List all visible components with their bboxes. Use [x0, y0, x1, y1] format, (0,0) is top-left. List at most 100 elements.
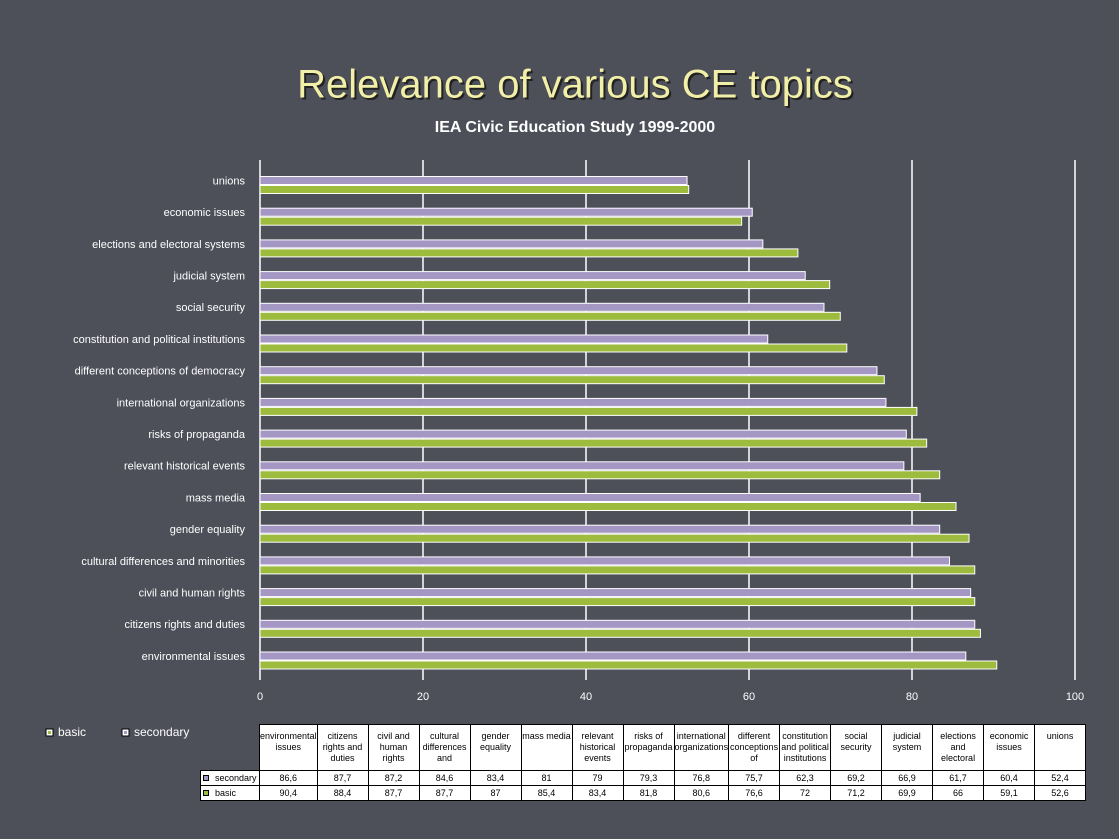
bar [259, 271, 806, 281]
table-row: secondary 86,6 87,7 87,2 84,6 83,4 81 79 79,3 76,… [200, 770, 1087, 786]
table-cell: 87,7 [316, 770, 369, 786]
bar [259, 311, 841, 321]
table-row-name: basic [215, 787, 237, 798]
y-tick-label: cultural differences and minorities [81, 556, 245, 568]
table-cell: 66,9 [881, 770, 934, 786]
legend-label: basic [58, 725, 86, 739]
bar [259, 524, 941, 534]
table-header-text: mass media [522, 731, 571, 741]
bar [259, 651, 967, 661]
data-table: environmental issues citizens rights and … [200, 724, 1087, 801]
table-cell: 79,3 [622, 770, 675, 786]
bar [259, 406, 918, 416]
table-header-cell: mass media [520, 724, 573, 771]
table-header-text: constitution and political institutions [781, 731, 829, 763]
table-cell: 52,4 [1034, 770, 1087, 786]
table-header-text: cultural differences and minorities [422, 731, 467, 763]
table-row-label: basic [200, 785, 260, 801]
bar [259, 176, 688, 185]
bar [259, 470, 941, 480]
y-tick-label: environmental issues [142, 651, 246, 663]
y-tick-label: economic issues [164, 207, 246, 219]
table-row-swatch [203, 774, 209, 781]
x-tick-label: 100 [1066, 691, 1084, 703]
chart-subtitle: IEA Civic Education Study 1999-2000 [435, 119, 716, 136]
table-cell: 90,4 [259, 785, 318, 801]
y-tick-label: elections and electoral systems [92, 239, 245, 251]
table-cell: 61,7 [932, 770, 985, 786]
bar [259, 343, 848, 353]
table-header-text: gender equality [480, 731, 512, 752]
chart-title-shadow: Relevance of various CE topics [299, 65, 855, 109]
bar [259, 302, 825, 312]
table-header-cell: different conceptions of democracy [728, 724, 781, 771]
bar [259, 366, 878, 376]
table-row: basic 90,4 88,4 87,7 87,7 87 85,4 83,4 81,8 80,6 7… [200, 785, 1087, 801]
y-tick-label: international organizations [117, 397, 246, 409]
table-cell: 85,4 [520, 785, 573, 801]
table-cell: 69,9 [881, 785, 934, 801]
table-header-text: international organizations [674, 731, 729, 752]
x-tick-label: 20 [417, 691, 429, 703]
table-row-name: secondary [215, 772, 257, 783]
y-tick-label: relevant historical events [124, 461, 246, 473]
y-tick-label: different conceptions of democracy [75, 366, 246, 378]
table-cell: 79 [571, 770, 624, 786]
table-header-text: risks of propaganda [624, 731, 673, 752]
bar [259, 375, 885, 385]
bar [259, 248, 799, 258]
table-header-cell: cultural differences and minorities [418, 724, 471, 771]
table-header-cell: unions [1034, 724, 1087, 771]
table-cell: 80,6 [673, 785, 730, 801]
bar [259, 660, 998, 670]
bar [259, 438, 928, 448]
bar [259, 597, 976, 607]
table-header-text: relevant historical events [579, 731, 616, 763]
table-cell: 75,7 [728, 770, 781, 786]
bar [259, 185, 690, 194]
table-header-cell: citizens rights and duties [316, 724, 369, 771]
bar [259, 619, 976, 629]
table-header-text: environmental issues [260, 731, 317, 752]
bar [259, 239, 764, 249]
table-cell: 88,4 [316, 785, 369, 801]
table-header-text: unions [1046, 731, 1074, 741]
legend-swatch-inner [124, 731, 127, 734]
table-header-text: economic issues [989, 731, 1029, 752]
table-header-cell: civil and human rights [367, 724, 420, 771]
table-header-cell: constitution and political institutions [779, 724, 832, 771]
bar [259, 493, 921, 502]
bar [259, 429, 907, 439]
table-header-row: environmental issues citizens rights and … [201, 724, 1087, 771]
table-cell: 81,8 [622, 785, 675, 801]
y-tick-label: citizens rights and duties [125, 619, 246, 631]
table-header-text: different conceptions of democracy [730, 731, 779, 763]
y-tick-label: judicial system [172, 271, 245, 283]
bar [259, 216, 743, 226]
table-cell: 71,2 [830, 785, 883, 801]
table-cell: 87,7 [367, 785, 420, 801]
bar [259, 280, 831, 290]
table-header-cell: relevant historical events [571, 724, 624, 771]
bar [259, 588, 972, 598]
table-header-cell: risks of propaganda [622, 724, 675, 771]
table-cell: 87,7 [418, 785, 471, 801]
x-tick-label: 0 [257, 691, 263, 703]
table-header-cell: elections and electoral systems [932, 724, 985, 771]
table-corner [201, 725, 260, 771]
bar [259, 397, 887, 407]
table-cell: 87 [469, 785, 522, 801]
x-tick-label: 40 [580, 691, 592, 703]
bar [259, 628, 981, 638]
y-tick-label: unions [213, 175, 246, 187]
table-header-cell: economic issues [983, 724, 1036, 771]
x-tick-label: 80 [906, 691, 918, 703]
y-tick-label: constitution and political institutions [73, 334, 245, 346]
y-tick-label: risks of propaganda [148, 429, 245, 441]
table-header-text: elections and electoral systems [940, 731, 976, 763]
table-cell: 60,4 [983, 770, 1036, 786]
y-tick-label: gender equality [170, 524, 246, 536]
table-cell: 84,6 [418, 770, 471, 786]
legend-swatch-inner [48, 731, 51, 734]
